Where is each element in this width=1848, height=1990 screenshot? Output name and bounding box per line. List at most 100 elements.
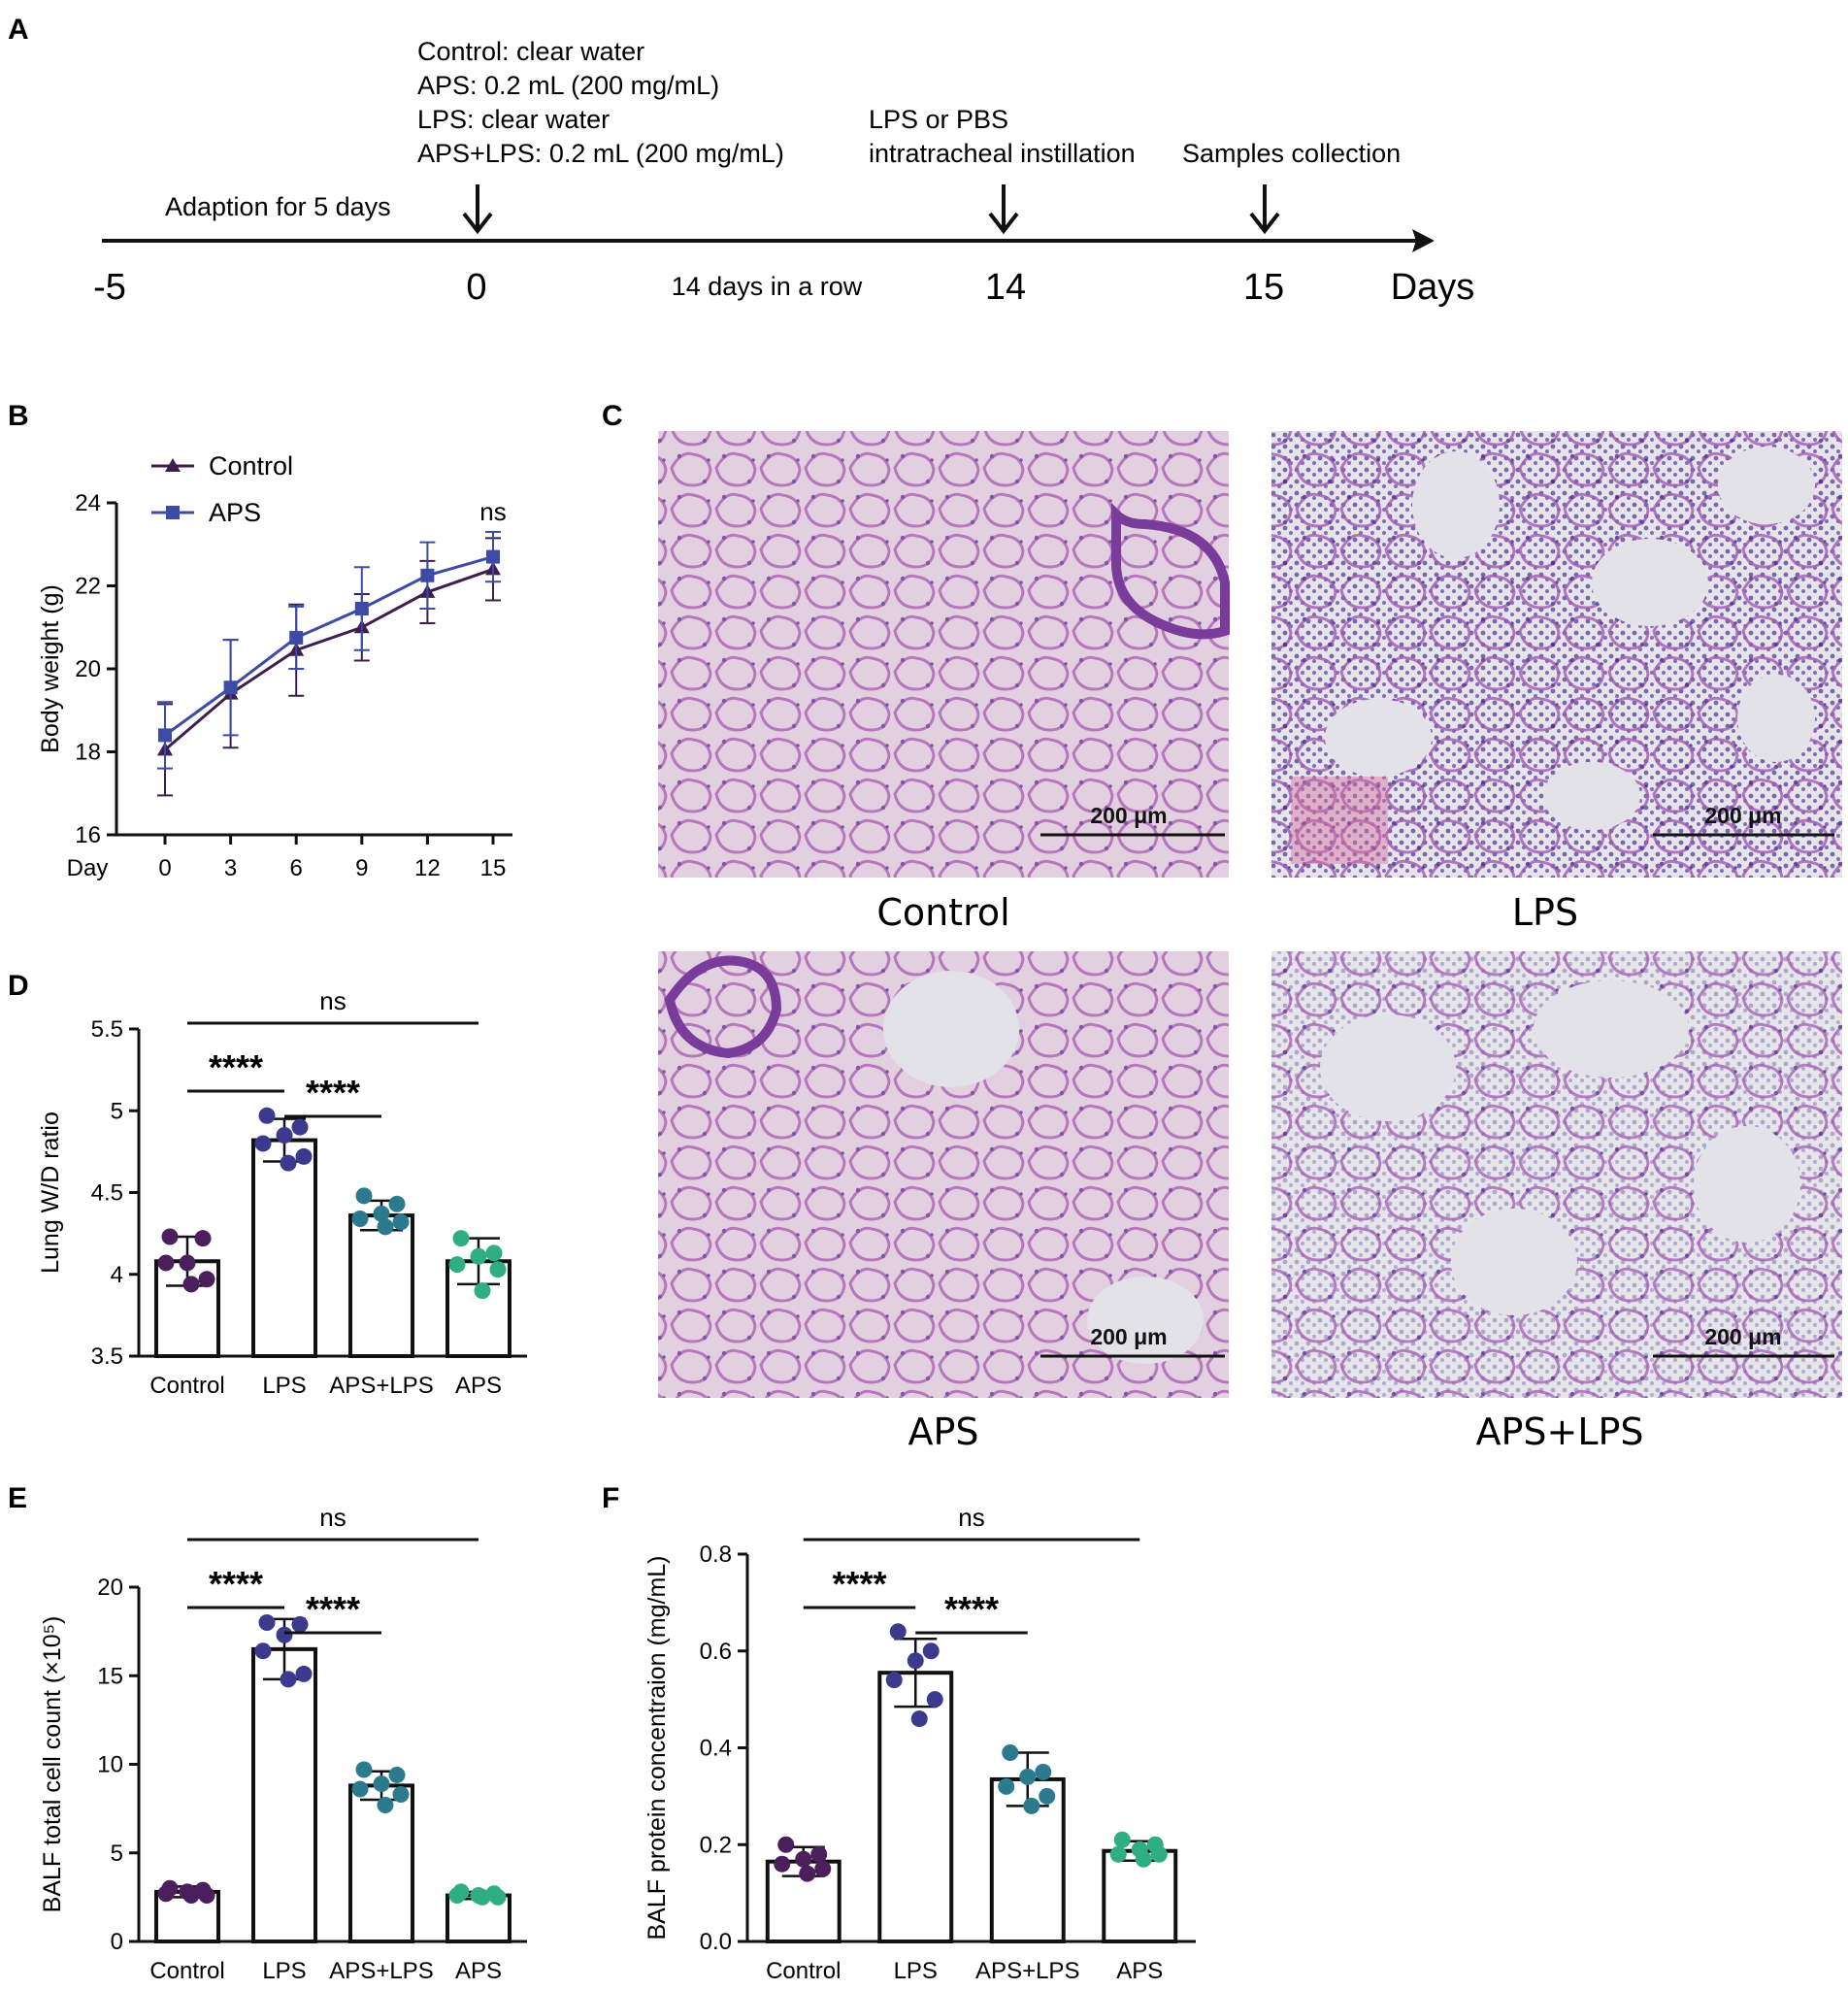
y-tick-label: 0	[111, 1929, 123, 1955]
y-tick-label: 3.5	[91, 1343, 123, 1370]
instill-line-2: intratracheal instillation	[869, 139, 1136, 168]
y-tick-label: 5	[111, 1098, 123, 1124]
instill-line-1: LPS or PBS	[869, 105, 1008, 134]
data-point	[1019, 1768, 1037, 1785]
y-tick-label: 10	[97, 1752, 123, 1778]
x-tick-label: 15	[480, 855, 507, 881]
data-point	[470, 1247, 487, 1265]
panel-letter-d: D	[8, 970, 29, 1002]
significance-label: ns	[319, 986, 346, 1015]
timeline-panel: Control: clear water APS: 0.2 mL (200 mg…	[93, 37, 1474, 308]
legend-label-aps: APS	[209, 498, 261, 527]
y-tick-label: 18	[75, 740, 101, 766]
significance-ns: ns	[479, 497, 506, 526]
data-point-square	[354, 602, 369, 616]
data-point	[1039, 1787, 1056, 1805]
data-point	[1035, 1763, 1052, 1780]
data-point	[998, 1777, 1015, 1795]
data-point	[291, 1615, 309, 1633]
data-point	[1109, 1845, 1127, 1863]
x-tick-label: APS	[455, 1373, 502, 1399]
bar-lps	[251, 1646, 317, 1943]
bar-aps-lps	[348, 1213, 414, 1358]
x-tick-label: 0	[158, 855, 171, 881]
data-point	[355, 1761, 373, 1778]
data-point	[485, 1244, 503, 1262]
data-point	[392, 1786, 410, 1804]
data-point	[161, 1228, 179, 1245]
y-tick-label: 0.6	[700, 1639, 732, 1665]
y-tick-label: 22	[75, 574, 101, 600]
micrograph-aps-lps: 200 μm	[1271, 951, 1842, 1398]
significance-label: ****	[832, 1564, 886, 1604]
data-point	[392, 1213, 410, 1231]
data-point	[448, 1887, 466, 1905]
caption-control: Control	[876, 891, 1009, 934]
y-tick-label: 24	[75, 490, 101, 516]
significance-label: ****	[209, 1564, 263, 1604]
data-point	[377, 1796, 394, 1813]
y-tick-label: 0.2	[700, 1832, 732, 1858]
data-point	[777, 1836, 795, 1853]
data-point	[198, 1271, 215, 1288]
collection-label: Samples collection	[1182, 139, 1401, 168]
panel-letter-a: A	[8, 14, 29, 46]
data-point	[182, 1887, 200, 1905]
significance-label: ****	[209, 1047, 263, 1087]
y-tick-label: 4	[111, 1262, 123, 1288]
caption-aps-lps: APS+LPS	[1475, 1410, 1643, 1453]
data-point	[198, 1887, 215, 1905]
data-point	[1150, 1845, 1168, 1863]
data-point	[351, 1210, 369, 1227]
caption-aps: APS	[908, 1410, 978, 1453]
y-axis-label: BALF total cell count (×10⁵)	[39, 1616, 66, 1913]
data-point	[388, 1195, 406, 1212]
chart-balf-cell-count: 0 5 10 15 20 BALF total cell count (×10⁵) Cont…	[39, 1503, 527, 1984]
y-tick-label: 5	[111, 1841, 123, 1867]
series-line-control	[164, 567, 494, 751]
arrow-day-0-icon	[462, 184, 493, 235]
data-point	[377, 1218, 394, 1236]
arrow-day-15-icon	[1249, 184, 1280, 235]
data-point	[258, 1614, 276, 1631]
data-point	[157, 1885, 175, 1903]
data-point	[276, 1127, 293, 1144]
data-point	[799, 1865, 816, 1882]
data-point	[922, 1642, 940, 1660]
y-tick-label: 20	[97, 1575, 123, 1601]
x-tick-label: Control	[149, 1373, 224, 1399]
data-point	[254, 1135, 272, 1152]
timeline-unit: Days	[1391, 267, 1475, 308]
significance-label: ****	[306, 1073, 360, 1112]
chart-body-weight: 16 18 20 22 24 0 3 6 9 12 15 Day Body weight (g) Cont…	[37, 451, 512, 881]
significance-label: ****	[306, 1589, 360, 1629]
x-tick-label: Control	[149, 1958, 224, 1984]
micrograph-lps: 200 μm	[1271, 431, 1842, 878]
panel-letter-f: F	[602, 1482, 619, 1514]
data-point	[194, 1230, 212, 1247]
data-point	[1002, 1743, 1019, 1761]
data-point	[448, 1256, 466, 1274]
data-point	[355, 1187, 373, 1205]
x-tick-label: LPS	[262, 1958, 306, 1984]
data-point	[885, 1672, 903, 1689]
x-tick-label: 6	[290, 855, 303, 881]
data-point	[157, 1254, 175, 1272]
x-tick-label: 3	[224, 855, 237, 881]
y-tick-label: 16	[75, 822, 101, 848]
data-point	[258, 1107, 276, 1124]
data-point	[474, 1888, 491, 1906]
data-point	[489, 1261, 507, 1278]
data-point	[814, 1860, 832, 1877]
y-tick-label: 0.0	[700, 1929, 732, 1955]
data-point-square	[289, 630, 304, 645]
y-tick-label: 5.5	[91, 1016, 123, 1043]
legend-label-control: Control	[209, 451, 293, 481]
x-tick-label: APS	[455, 1958, 502, 1984]
data-point	[351, 1780, 369, 1798]
panel-letter-e: E	[8, 1482, 27, 1514]
x-tick-label: APS+LPS	[329, 1373, 433, 1399]
data-point	[452, 1230, 470, 1247]
data-point	[280, 1154, 297, 1172]
